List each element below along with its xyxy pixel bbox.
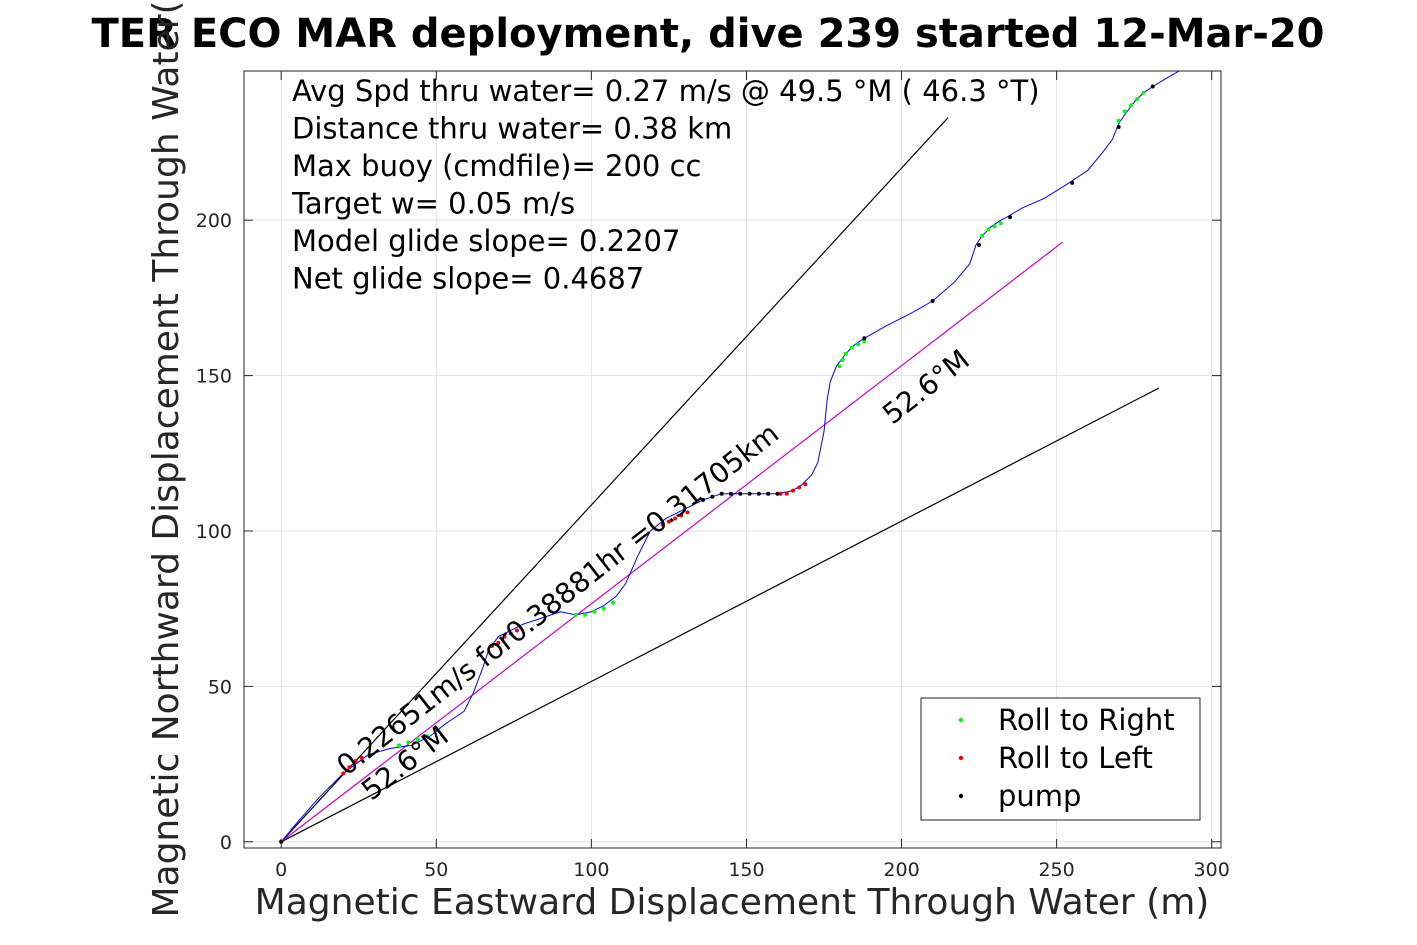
roll-to-right-point bbox=[862, 339, 867, 344]
roll-to-right-point bbox=[840, 358, 845, 363]
info-line: Distance thru water= 0.38 km bbox=[292, 112, 732, 146]
roll-to-left-point bbox=[490, 643, 495, 648]
x-tick-label: 150 bbox=[728, 859, 764, 881]
reference-line bbox=[280, 117, 949, 843]
reference-line bbox=[280, 241, 1064, 843]
roll-to-left-point bbox=[778, 491, 783, 496]
x-tick-label: 0 bbox=[275, 859, 287, 881]
roll-to-right-point bbox=[592, 609, 597, 614]
info-line: Max buoy (cmdfile)= 200 cc bbox=[292, 149, 701, 183]
y-tick-label: 0 bbox=[220, 832, 232, 854]
roll-to-left-point bbox=[502, 634, 507, 639]
roll-to-right-point bbox=[415, 737, 420, 742]
roll-to-right-point bbox=[856, 342, 861, 347]
roll-to-left-point bbox=[496, 640, 501, 645]
roll-to-right-point bbox=[601, 606, 606, 611]
roll-to-left-point bbox=[666, 519, 671, 524]
reference-lines bbox=[280, 117, 1160, 843]
pump-point bbox=[701, 497, 706, 502]
info-line: Net glide slope= 0.4687 bbox=[292, 262, 644, 296]
roll-to-left-point bbox=[790, 488, 795, 493]
roll-to-left-point bbox=[508, 631, 513, 636]
legend: Roll to Right Roll to Left pump bbox=[920, 697, 1201, 821]
reference-line bbox=[280, 387, 1160, 843]
roll-to-left-point bbox=[679, 513, 684, 518]
legend-label: Roll to Right bbox=[998, 703, 1175, 737]
chart-title: TER ECO MAR deployment, dive 239 started… bbox=[91, 11, 1324, 57]
legend-box bbox=[920, 697, 1201, 821]
info-line: Target w= 0.05 m/s bbox=[291, 187, 575, 221]
roll-to-right-point bbox=[843, 351, 848, 356]
pump-point bbox=[1116, 124, 1121, 129]
roll-to-right-point bbox=[397, 743, 402, 748]
y-axis-label: Magnetic Northward Displacement Through … bbox=[146, 0, 187, 917]
roll-to-left-point bbox=[514, 628, 519, 633]
pump-point bbox=[930, 298, 935, 303]
data-points bbox=[279, 84, 1155, 844]
grid-lines bbox=[244, 71, 1221, 848]
legend-marker bbox=[958, 755, 964, 761]
pump-point bbox=[728, 491, 733, 496]
roll-to-left-point bbox=[797, 485, 802, 490]
pump-point bbox=[756, 491, 761, 496]
pump-point bbox=[977, 243, 982, 248]
roll-to-left-point bbox=[347, 765, 352, 770]
plot-frame bbox=[243, 70, 1222, 849]
roll-to-right-point bbox=[986, 227, 991, 232]
legend-marker bbox=[958, 793, 964, 799]
roll-to-left-point bbox=[784, 491, 789, 496]
x-tick-label: 200 bbox=[883, 859, 919, 881]
roll-to-left-point bbox=[685, 510, 690, 515]
roll-to-right-point bbox=[1122, 109, 1127, 114]
y-tick-label: 50 bbox=[208, 676, 232, 698]
pump-point bbox=[766, 491, 771, 496]
roll-to-left-point bbox=[660, 522, 665, 527]
pump-point bbox=[747, 491, 752, 496]
roll-to-left-point bbox=[359, 755, 364, 760]
info-line: Model glide slope= 0.2207 bbox=[292, 224, 680, 258]
x-tick-label: 50 bbox=[424, 859, 448, 881]
roll-to-right-point bbox=[992, 224, 997, 229]
y-tick-label: 150 bbox=[196, 366, 232, 388]
roll-to-right-point bbox=[406, 740, 411, 745]
roll-to-right-point bbox=[583, 612, 588, 617]
legend-label: Roll to Left bbox=[998, 741, 1153, 775]
roll-to-right-point bbox=[1129, 103, 1134, 108]
roll-to-right-point bbox=[849, 345, 854, 350]
pump-point bbox=[1070, 180, 1075, 185]
pump-point bbox=[719, 491, 724, 496]
pump-point bbox=[1008, 215, 1013, 220]
pump-point bbox=[862, 336, 867, 341]
x-axis-label: Magnetic Eastward Displacement Through W… bbox=[255, 882, 1210, 923]
roll-to-right-point bbox=[1116, 118, 1121, 123]
roll-to-left-point bbox=[353, 758, 358, 763]
x-tick-label: 250 bbox=[1038, 859, 1074, 881]
pump-point bbox=[738, 491, 743, 496]
pump-point bbox=[710, 494, 715, 499]
axis-ticks: 0 50 100 150 200 250 300 0 50 100 150 200 bbox=[196, 71, 1230, 881]
roll-to-right-point bbox=[1141, 90, 1146, 95]
roll-to-left-point bbox=[803, 482, 808, 487]
roll-to-right-point bbox=[998, 221, 1003, 226]
roll-to-right-point bbox=[424, 734, 429, 739]
pump-point bbox=[775, 491, 780, 496]
x-tick-label: 100 bbox=[573, 859, 609, 881]
info-text-block: Avg Spd thru water= 0.27 m/s @ 49.5 °M (… bbox=[291, 74, 1040, 296]
roll-to-right-point bbox=[837, 364, 842, 369]
roll-to-right-point bbox=[980, 233, 985, 238]
legend-marker bbox=[958, 717, 964, 723]
x-tick-label: 300 bbox=[1194, 859, 1230, 881]
pump-point bbox=[1150, 84, 1155, 89]
roll-to-left-point bbox=[341, 771, 346, 776]
y-tick-label: 100 bbox=[196, 521, 232, 543]
roll-to-left-point bbox=[673, 516, 678, 521]
roll-to-right-point bbox=[1135, 96, 1140, 101]
legend-label: pump bbox=[998, 779, 1081, 813]
y-tick-label: 200 bbox=[196, 210, 232, 232]
roll-to-right-point bbox=[573, 612, 578, 617]
info-line: Avg Spd thru water= 0.27 m/s @ 49.5 °M (… bbox=[292, 74, 1040, 108]
roll-to-right-point bbox=[611, 600, 616, 605]
